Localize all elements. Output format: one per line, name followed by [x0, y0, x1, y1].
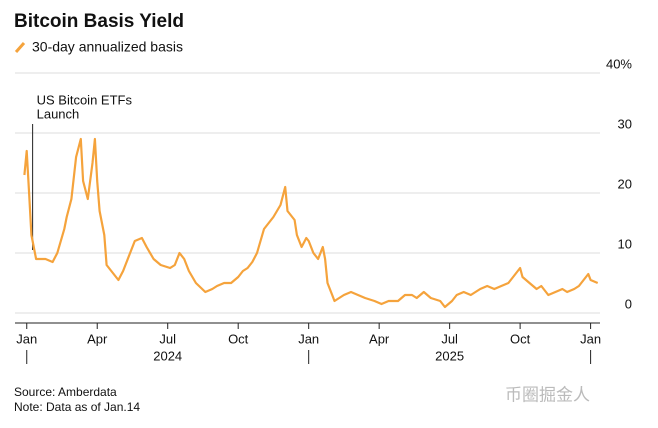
- source: Source: Amberdata: [14, 385, 117, 399]
- x-tick-label: Oct: [228, 331, 249, 346]
- x-tick-label: Jan: [298, 331, 319, 346]
- x-tick-label: Jan: [16, 331, 37, 346]
- legend-label: 30-day annualized basis: [32, 39, 183, 55]
- data-line: [23, 137, 599, 309]
- annotation-text: Launch: [37, 106, 80, 121]
- annotation-text: US Bitcoin ETFs: [37, 92, 133, 107]
- year-label: 2024: [153, 348, 182, 363]
- note: Note: Data as of Jan.14: [14, 400, 140, 414]
- legend-swatch: [14, 42, 26, 53]
- x-tick-label: Jul: [159, 331, 176, 346]
- y-tick-label: 20: [618, 176, 632, 191]
- x-tick-label: Jul: [441, 331, 458, 346]
- y-tick-label: 0: [625, 296, 632, 311]
- x-tick-label: Apr: [369, 331, 390, 346]
- y-tick-label: 10: [618, 236, 632, 251]
- x-tick-label: Oct: [510, 331, 531, 346]
- x-tick-label: Apr: [87, 331, 108, 346]
- chart-title: Bitcoin Basis Yield: [14, 11, 184, 32]
- watermark: 币圈掘金人: [505, 385, 590, 404]
- y-tick-label: 30: [618, 116, 632, 131]
- x-tick-label: Jan: [580, 331, 601, 346]
- y-tick-label: 40%: [606, 56, 632, 71]
- year-label: 2025: [435, 348, 464, 363]
